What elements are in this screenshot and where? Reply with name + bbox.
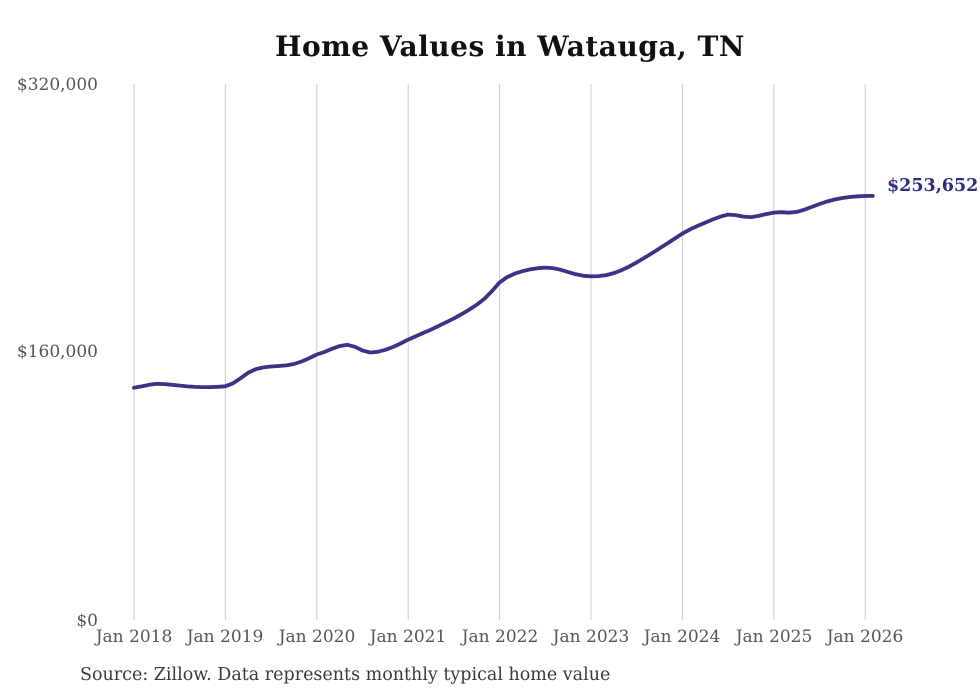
home-value-series-line — [132, 193, 875, 390]
x-axis-tick-jan-2019: Jan 2019 — [186, 627, 264, 647]
x-axis-tick-jan-2018: Jan 2018 — [95, 627, 173, 647]
x-axis-tick-jan-2021: Jan 2021 — [369, 627, 447, 647]
x-axis-tick-jan-2020: Jan 2020 — [278, 627, 356, 647]
y-axis-tick-160000: $160,000 — [16, 342, 98, 362]
x-axis-tick-jan-2023: Jan 2023 — [552, 627, 630, 647]
x-axis-tick-jan-2026: Jan 2026 — [826, 627, 904, 647]
chart-title: Home Values in Watauga, TN — [275, 30, 745, 63]
y-axis-tick-320000: $320,000 — [16, 75, 98, 95]
x-axis-tick-jan-2024: Jan 2024 — [643, 627, 721, 647]
x-axis-tick-jan-2025: Jan 2025 — [735, 627, 813, 647]
latest-value-label: $253,652 — [887, 176, 979, 196]
source-note: Source: Zillow. Data represents monthly … — [80, 665, 611, 685]
y-axis-tick-0: $0 — [76, 611, 98, 631]
x-axis-tick-jan-2022: Jan 2022 — [461, 627, 539, 647]
